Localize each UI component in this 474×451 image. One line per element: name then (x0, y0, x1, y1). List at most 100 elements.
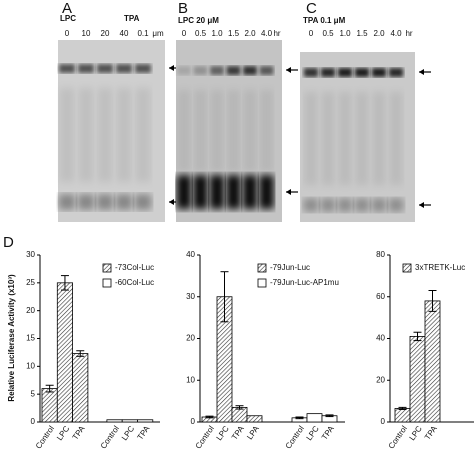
y-tick-label: 5 (31, 389, 36, 398)
gel-smear (259, 90, 274, 172)
lane-label: 1.0 (339, 29, 351, 38)
x-tick-label: TPA (230, 424, 246, 442)
y-tick-label: 0 (191, 417, 196, 426)
bar (106, 419, 123, 423)
gel-free-probe (242, 175, 258, 209)
gel-band (135, 64, 151, 73)
legend-swatch (257, 263, 267, 273)
arrow-head (169, 199, 174, 205)
gel-band (371, 68, 387, 77)
gel-image (58, 40, 165, 222)
x-tick-label: Control (34, 424, 56, 450)
gel-smear (97, 88, 113, 182)
error-bar (325, 414, 334, 418)
y-tick-label: 20 (26, 306, 35, 315)
y-tick-label: 15 (26, 334, 35, 343)
lane-label: 40 (120, 29, 129, 38)
gel-band (193, 66, 208, 75)
bar (137, 419, 154, 423)
gel-free-probe (226, 175, 241, 209)
treatment-label: TPA 0.1 μM (303, 16, 346, 25)
gel-free-probe (134, 194, 152, 210)
gel-smear (304, 92, 318, 185)
error-bar (76, 350, 85, 357)
gel-free-probe (176, 175, 192, 209)
gel-band (177, 66, 191, 75)
y-tick-label: 10 (26, 361, 35, 370)
bar (306, 413, 323, 423)
lane-label: 20 (101, 29, 110, 38)
lane-label: 4.0 (261, 29, 273, 38)
error-bar (220, 271, 229, 323)
gel-band (337, 68, 353, 77)
x-tick-label: LPC (215, 424, 231, 442)
x-tick-label: Control (284, 424, 306, 450)
gel-smear (177, 90, 191, 172)
treatment-label: LPC (60, 14, 76, 23)
panel-letter: B (178, 0, 188, 17)
bar (231, 406, 248, 423)
bar (56, 282, 73, 423)
panel-letter: C (306, 0, 317, 17)
lane-label: 1.0 (211, 29, 223, 38)
lane-label: 0 (65, 29, 70, 38)
gel-free-probe (193, 175, 208, 209)
arrow-head (419, 202, 424, 208)
x-tick-label: LPC (305, 424, 321, 442)
gel-image (300, 52, 415, 222)
lane-unit: hr (405, 29, 412, 38)
error-bar (413, 331, 422, 342)
y-tick-label: 25 (26, 278, 35, 287)
gel-free-probe (259, 175, 274, 209)
x-tick-label: TPA (136, 424, 152, 442)
gel-band (259, 66, 274, 75)
bar (72, 353, 89, 423)
bar (41, 388, 58, 423)
lane-label: 0.5 (195, 29, 207, 38)
x-tick-label: Control (194, 424, 216, 450)
x-tick-label: LPC (120, 424, 136, 442)
y-tick-label: 10 (186, 375, 195, 384)
bar (409, 336, 426, 423)
gel-band (116, 64, 132, 73)
panel-letter: A (62, 0, 72, 17)
gel-free-probe (337, 198, 353, 212)
legend-label: -79Jun-Luc (270, 263, 310, 272)
gel-free-probe (354, 198, 370, 212)
y-tick-label: 40 (376, 334, 385, 343)
bar (246, 415, 263, 423)
x-tick-label: TPA (71, 424, 87, 442)
gel-smear (193, 90, 208, 172)
gel-band (388, 68, 404, 77)
x-tick-label: LPA (245, 424, 261, 442)
bar (121, 419, 138, 423)
error-bar (45, 384, 54, 393)
x-tick-label: Control (387, 424, 409, 450)
y-tick-label: 0 (381, 417, 386, 426)
error-bar (60, 275, 69, 291)
lane-label: 0 (309, 29, 314, 38)
error-bar (295, 416, 304, 420)
lane-label: 1.5 (228, 29, 240, 38)
y-tick-label: 40 (186, 250, 195, 259)
y-tick-label: 80 (376, 250, 385, 259)
lane-label: 4.0 (390, 29, 402, 38)
y-tick-label: 0 (31, 417, 36, 426)
lane-label: 0.1 (137, 29, 149, 38)
legend-label: -73Col-Luc (115, 263, 154, 272)
lane-label: 0.5 (322, 29, 334, 38)
x-tick-label: LPC (55, 424, 71, 442)
gel-free-probe (388, 198, 404, 212)
gel-free-probe (209, 175, 225, 209)
lane-label: 2.0 (373, 29, 385, 38)
legend-swatch (102, 278, 112, 288)
gel-smear (226, 90, 241, 172)
y-tick-label: 30 (26, 250, 35, 259)
bar (424, 300, 441, 423)
gel-band (97, 64, 113, 73)
legend-swatch (402, 263, 412, 273)
error-bar (428, 289, 437, 312)
bar (394, 408, 411, 423)
gel-band (243, 66, 257, 75)
